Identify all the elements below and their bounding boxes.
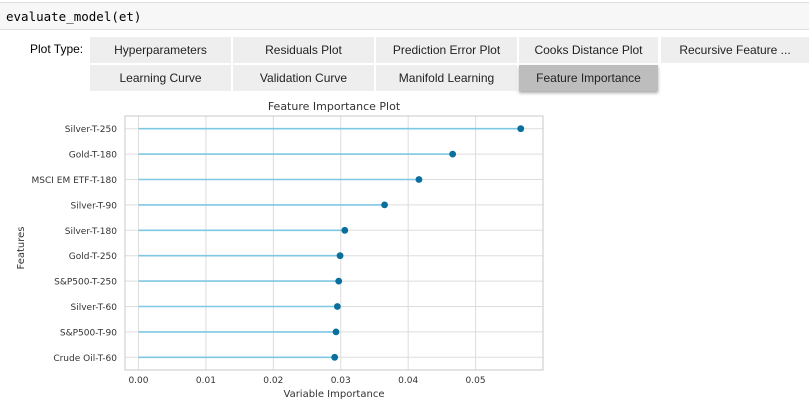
importance-marker [332, 328, 340, 336]
tab-feature-importance[interactable]: Feature Importance [519, 65, 658, 91]
y-tick-label: Silver-T-180 [65, 227, 117, 237]
y-tick-label: S&P500-T-250 [54, 278, 117, 288]
plot-type-label: Plot Type: [30, 42, 84, 56]
importance-marker [336, 252, 344, 260]
x-tick-label: 0.01 [196, 376, 216, 386]
code-text: evaluate_model(et) [6, 9, 142, 24]
y-tick-label: MSCI EM ETF-T-180 [32, 176, 118, 186]
importance-marker [331, 353, 339, 361]
x-tick-label: 0.00 [128, 376, 148, 386]
tab-recursive-feature[interactable]: Recursive Feature ... [661, 37, 809, 63]
y-axis-label: Features [16, 227, 27, 270]
y-tick-label: Gold-T-250 [69, 252, 117, 262]
importance-marker [415, 176, 423, 183]
importance-marker [341, 226, 349, 234]
importance-marker [449, 150, 457, 158]
tab-manifold-learning[interactable]: Manifold Learning [376, 65, 517, 91]
x-tick-label: 0.03 [331, 376, 351, 386]
tab-cooks-distance-plot[interactable]: Cooks Distance Plot [519, 37, 658, 63]
importance-marker [333, 303, 341, 310]
x-tick-label: 0.05 [466, 376, 486, 386]
chart-svg: Silver-T-250 Gold-T-180 MSCI EM ETF-T-180 S… [16, 100, 544, 400]
importance-marker [381, 201, 388, 209]
y-tick-label: S&P500-T-90 [60, 328, 117, 338]
y-tick-label: Silver-T-90 [71, 201, 118, 211]
tab-residuals-plot[interactable]: Residuals Plot [233, 37, 374, 63]
y-tick-label: Silver-T-250 [65, 125, 117, 135]
chart-title: Feature Importance Plot [268, 100, 401, 113]
plot-frame [124, 115, 544, 371]
y-tick-labels: Silver-T-250 Gold-T-180 MSCI EM ETF-T-180 S… [32, 125, 118, 364]
importance-marker [335, 277, 343, 285]
x-axis-label: Variable Importance [284, 389, 385, 400]
tab-hyperparameters[interactable]: Hyperparameters [90, 37, 231, 63]
y-tick-label: Gold-T-180 [69, 151, 117, 161]
tab-learning-curve[interactable]: Learning Curve [90, 65, 231, 91]
y-tick-label: Crude Oil-T-60 [53, 354, 117, 364]
tab-validation-curve[interactable]: Validation Curve [233, 65, 374, 91]
importance-marker [517, 125, 525, 133]
feature-importance-chart: Silver-T-250 Gold-T-180 MSCI EM ETF-T-180 S… [0, 96, 809, 412]
plot-type-tabs: Hyperparameters Residuals Plot Predictio… [90, 37, 809, 93]
tab-prediction-error-plot[interactable]: Prediction Error Plot [376, 37, 517, 63]
y-tick-label: Silver-T-60 [71, 303, 118, 313]
marker-layer [331, 125, 525, 361]
stem-layer [138, 127, 521, 359]
x-tick-labels: 0.00 0.01 0.02 0.03 0.04 0.05 [128, 376, 485, 386]
code-cell[interactable]: evaluate_model(et) [0, 2, 809, 30]
x-tick-label: 0.02 [263, 376, 283, 386]
x-tick-label: 0.04 [398, 376, 418, 386]
